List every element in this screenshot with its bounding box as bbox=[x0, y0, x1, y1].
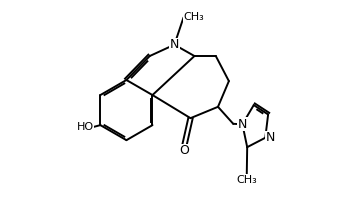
Text: N: N bbox=[265, 131, 275, 144]
Text: CH₃: CH₃ bbox=[236, 175, 257, 185]
Text: O: O bbox=[180, 144, 190, 157]
Text: CH₃: CH₃ bbox=[183, 12, 204, 22]
Text: HO: HO bbox=[76, 122, 94, 132]
Text: N: N bbox=[170, 38, 179, 51]
Text: N: N bbox=[238, 118, 247, 131]
